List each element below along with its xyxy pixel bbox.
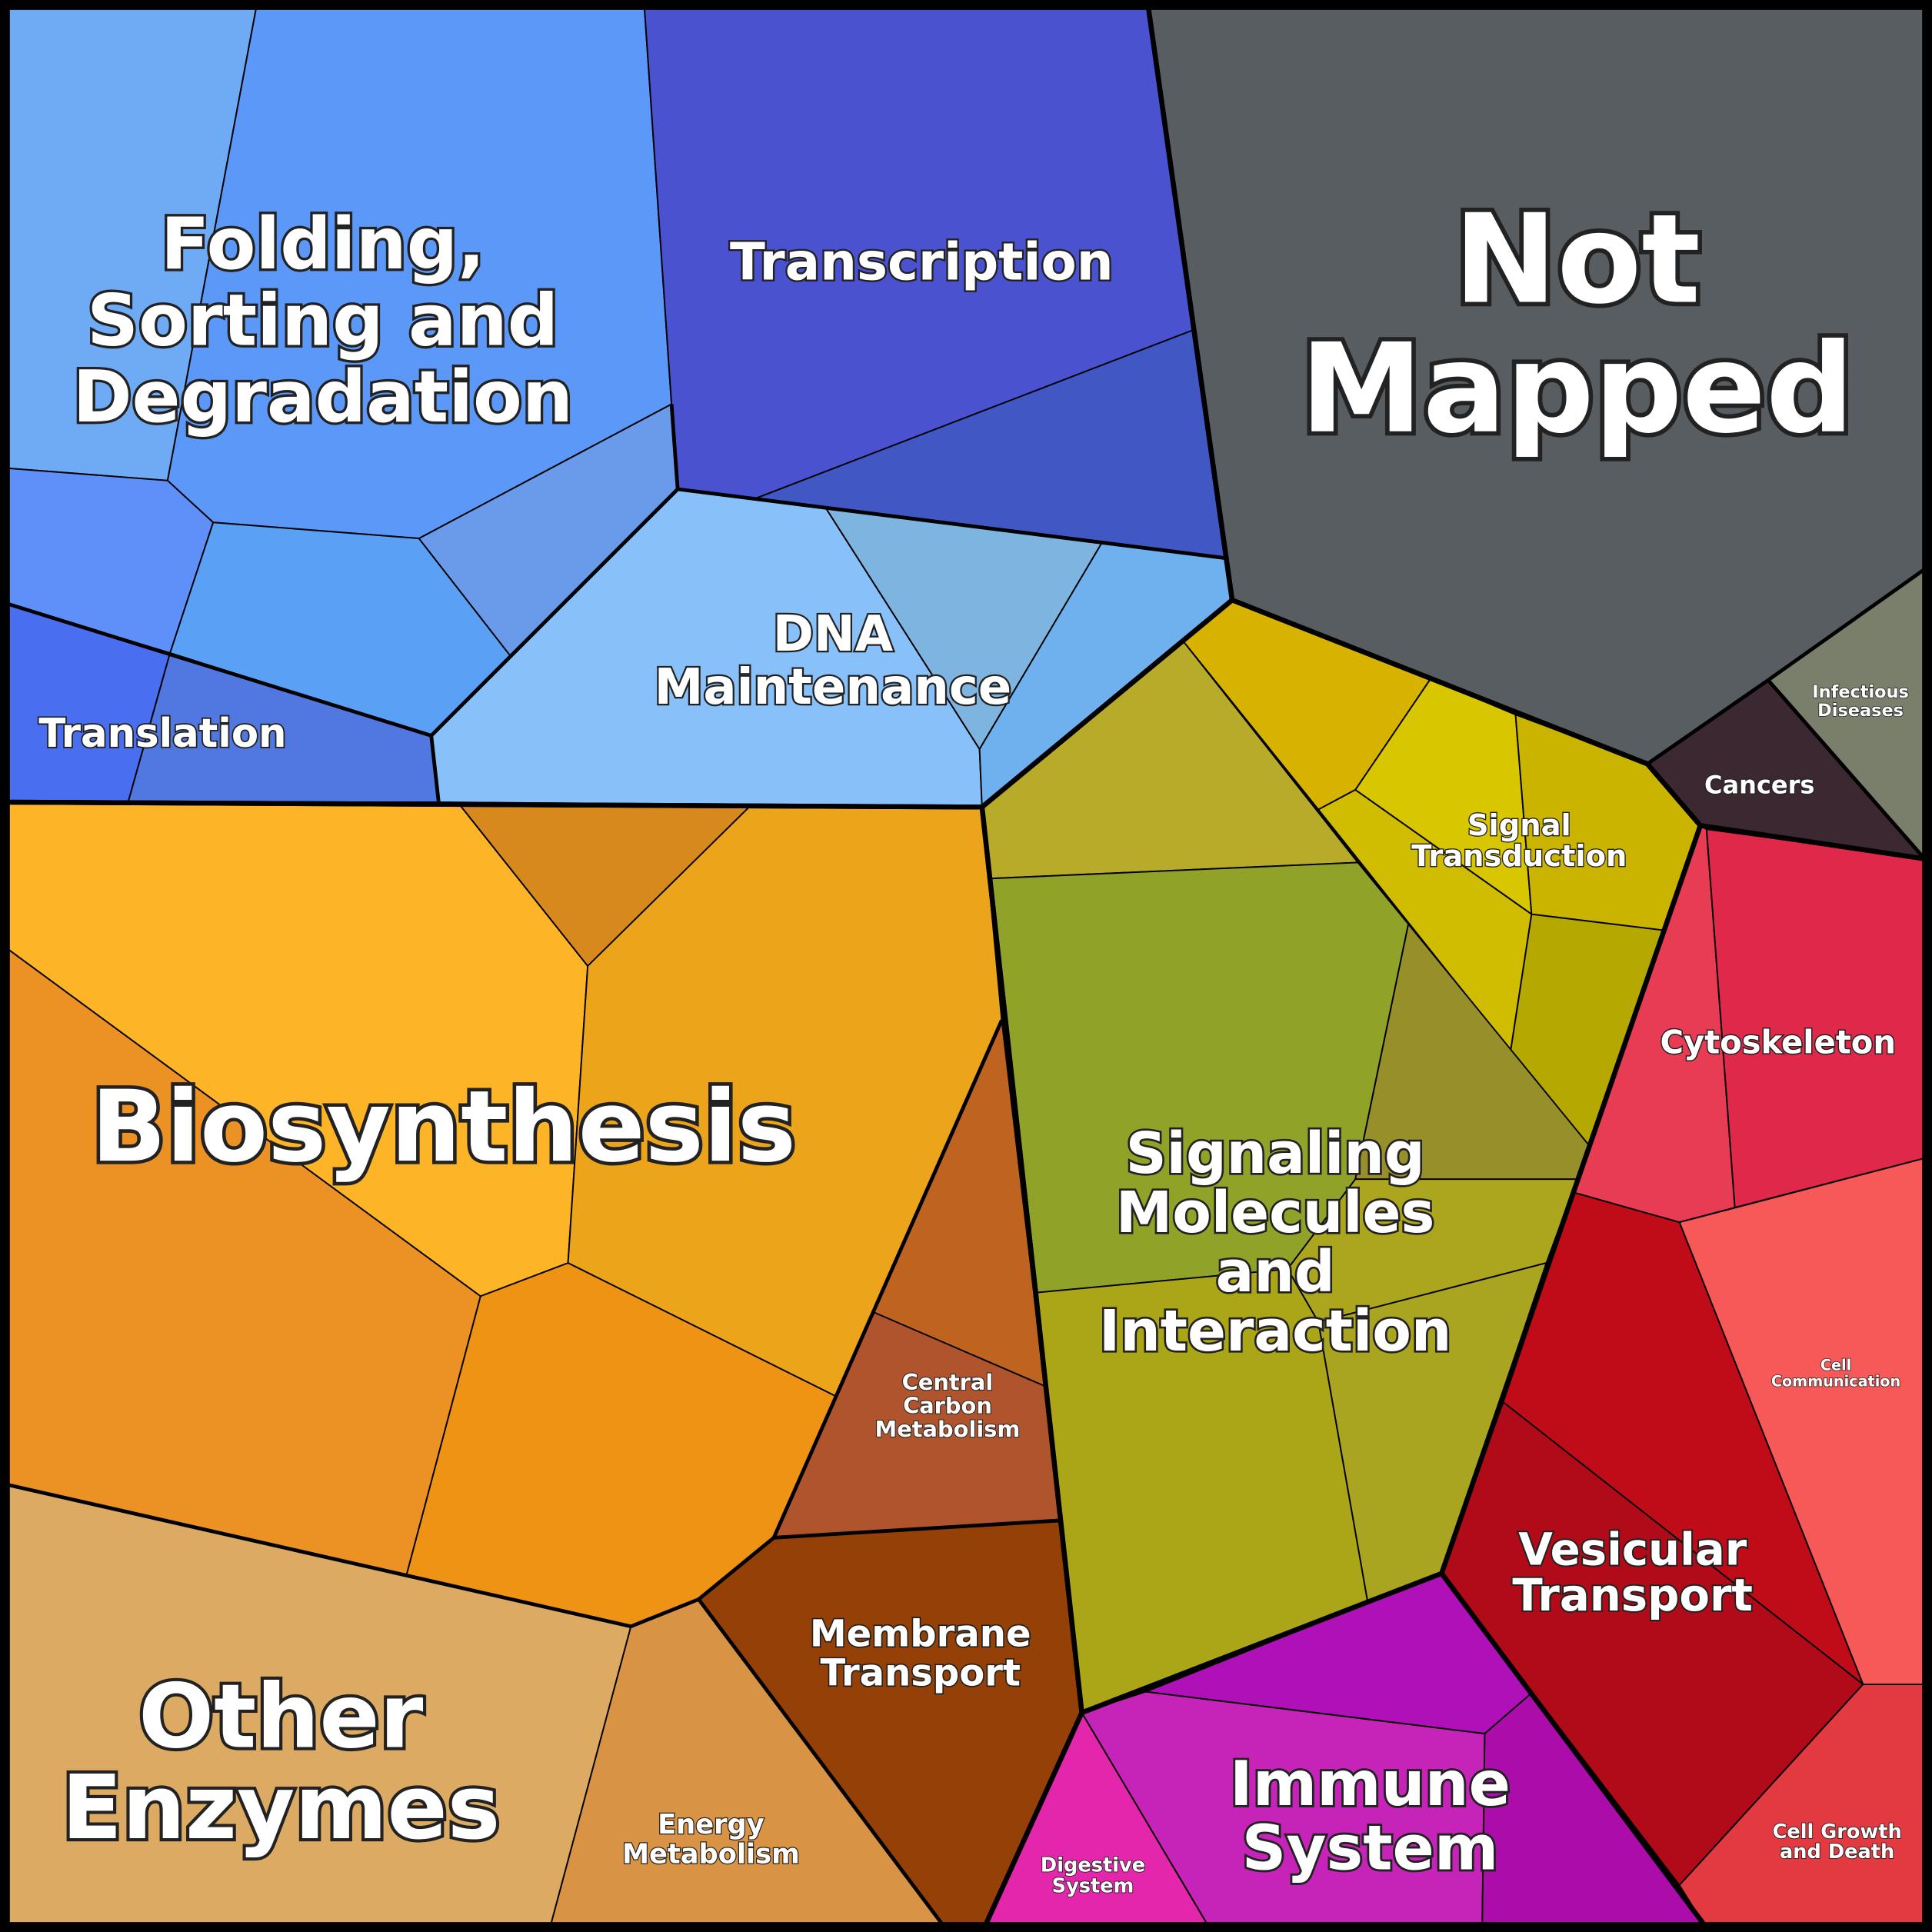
border — [697, 1598, 944, 1926]
label-line: Interaction — [1099, 1299, 1451, 1364]
label-line: System — [1242, 1812, 1499, 1884]
label-line: and Death — [1780, 1840, 1894, 1864]
label-line: Sorting and — [87, 279, 558, 362]
label-line: Energy — [658, 1809, 764, 1840]
label-line: Molecules — [1116, 1181, 1434, 1246]
label-line: Diseases — [1817, 701, 1904, 721]
label-line: DNA — [773, 606, 894, 663]
label-line: Other — [138, 1666, 423, 1769]
border — [669, 404, 680, 490]
region-label: Energy Metabolism — [622, 1809, 800, 1870]
region-label: Folding, Sorting and Degradation — [72, 202, 573, 438]
label-line: Carbon — [903, 1393, 992, 1419]
region-label: Not Mapped — [1301, 188, 1854, 461]
label-line: Signal — [1467, 808, 1571, 843]
region-label: Cell Growth and Death — [1773, 1820, 1902, 1864]
label-line: Infectious — [1812, 682, 1909, 702]
label-line: Cell — [1820, 1356, 1851, 1374]
label-line: Vesicular — [1518, 1524, 1747, 1576]
label-line: Transduction — [1411, 839, 1627, 874]
label-line: Translation — [38, 711, 286, 757]
label-line: Cytoskeleton — [1660, 1024, 1896, 1061]
border — [771, 1019, 1004, 1539]
region-label: Immune System — [1230, 1748, 1511, 1884]
label-line: Transport — [1512, 1569, 1753, 1621]
label-line: Cell Growth — [1773, 1820, 1902, 1844]
label-line: Cancers — [1704, 771, 1815, 800]
label-line: Signaling — [1126, 1121, 1425, 1187]
label-line: Metabolism — [875, 1416, 1021, 1442]
region-label: Signaling Molecules and Interaction — [1099, 1121, 1451, 1364]
label-line: Enzymes — [62, 1757, 500, 1860]
label-line: Transport — [820, 1652, 1020, 1695]
region-label: Membrane Transport — [810, 1612, 1031, 1694]
cells — [6, 6, 1926, 1926]
region-label: Infectious Diseases — [1812, 682, 1909, 721]
region-label: Transcription — [730, 232, 1114, 292]
label-line: and — [1216, 1240, 1335, 1305]
region-label: DNA Maintenance — [655, 606, 1012, 716]
label-line: Biosynthesis — [91, 1070, 796, 1184]
region-label: Other Enzymes — [62, 1666, 500, 1860]
border — [1767, 678, 1927, 861]
label-line: Transcription — [730, 232, 1114, 292]
labels: Not Mapped Folding, Sorting and Degradation T… — [38, 183, 1910, 1899]
region-label: Digestive System — [1041, 1854, 1145, 1898]
region-label: Cytoskeleton — [1660, 1024, 1896, 1061]
region-label: Central Carbon Metabolism — [875, 1369, 1021, 1442]
label-line: Membrane — [810, 1612, 1031, 1655]
label-line: Immune — [1230, 1748, 1511, 1820]
label-line: Mapped — [1301, 317, 1854, 461]
region-label: Vesicular Transport — [1512, 1524, 1753, 1621]
border — [1646, 568, 1926, 766]
label-line: Central — [902, 1369, 994, 1395]
label-line: Degradation — [72, 355, 573, 438]
region-label: Signal Transduction — [1411, 808, 1627, 874]
label-line: Not — [1454, 188, 1700, 331]
region-label: Cell Communication — [1771, 1356, 1900, 1390]
cell — [1705, 828, 1926, 1208]
label-line: Communication — [1771, 1372, 1900, 1390]
label-line: Maintenance — [655, 659, 1012, 716]
label-line: System — [1052, 1875, 1134, 1898]
label-line: Digestive — [1041, 1854, 1145, 1877]
region-label: Translation — [38, 711, 286, 757]
region-label: Cancers — [1704, 771, 1815, 800]
region-label: Biosynthesis — [91, 1070, 796, 1184]
label-line: Folding, — [161, 202, 485, 285]
label-line: Metabolism — [622, 1838, 800, 1870]
